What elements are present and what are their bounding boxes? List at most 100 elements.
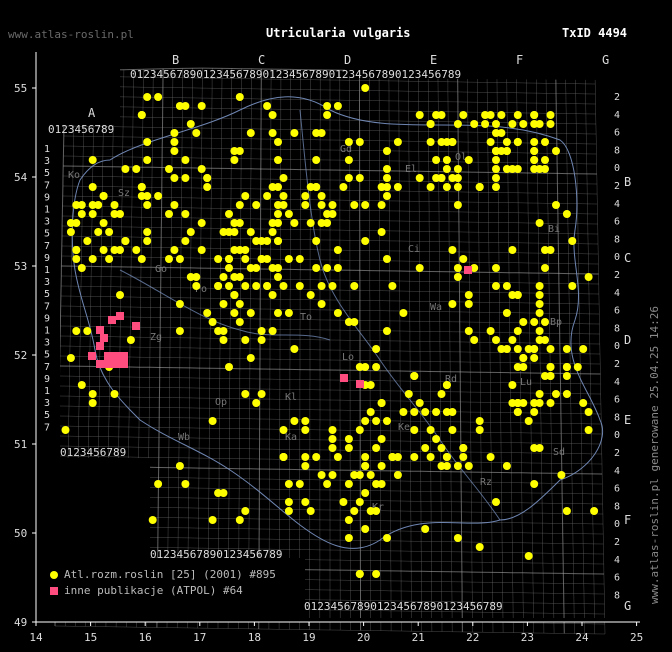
- record-dot: [372, 480, 381, 488]
- atpol-right-digit: 8: [614, 412, 620, 423]
- record-dot: [524, 345, 533, 353]
- record-dot: [77, 210, 86, 218]
- record-dot: [426, 183, 435, 191]
- record-dot: [530, 408, 539, 416]
- record-dot: [235, 318, 244, 326]
- record-dot: [295, 255, 304, 263]
- record-dot: [225, 255, 233, 263]
- record-dot: [530, 318, 539, 326]
- other-record-square: [112, 352, 120, 360]
- record-dot: [486, 453, 495, 461]
- record-dot: [377, 201, 386, 209]
- record-dot: [263, 102, 272, 110]
- record-dot: [388, 282, 397, 290]
- record-dot: [165, 210, 173, 218]
- record-dot: [72, 255, 81, 263]
- record-dot: [350, 282, 359, 290]
- record-dot: [530, 111, 539, 119]
- other-record-square: [120, 360, 128, 368]
- x-tick-label: 25: [630, 631, 643, 644]
- record-dot: [99, 246, 108, 254]
- atpol-right-digit: 8: [614, 145, 620, 156]
- record-dot: [241, 255, 250, 263]
- grid-line: [57, 455, 603, 465]
- record-dot: [252, 399, 261, 407]
- record-dot: [355, 363, 364, 371]
- record-dot: [535, 282, 544, 290]
- atpol-top-letter: E: [430, 53, 437, 67]
- record-dot: [492, 120, 500, 128]
- region-label: Wa: [430, 302, 442, 313]
- record-dot: [535, 300, 544, 308]
- record-dot: [453, 165, 462, 173]
- record-dot: [355, 174, 364, 182]
- region-label: El: [405, 164, 417, 175]
- record-dot: [562, 363, 571, 371]
- grid-line: [62, 185, 598, 195]
- record-dot: [284, 498, 293, 506]
- legend: Atl.rozm.roslin [25] (2001) #895 inne pu…: [50, 567, 276, 599]
- record-dot: [306, 219, 315, 227]
- record-dot: [448, 300, 457, 308]
- atpol-left-digit: 1: [44, 265, 50, 276]
- record-dot: [415, 264, 424, 272]
- record-dot: [426, 426, 435, 434]
- x-tick-label: 24: [575, 631, 589, 644]
- record-dot: [279, 426, 288, 434]
- other-record-square: [464, 266, 472, 274]
- site-url[interactable]: www.atlas-roslin.pl: [8, 28, 134, 41]
- legend-label-atlas: Atl.rozm.roslin [25] (2001) #895: [64, 568, 276, 581]
- record-dot: [383, 417, 391, 425]
- grid-mask: [36, 52, 640, 622]
- record-dot: [508, 336, 517, 344]
- record-dot: [562, 372, 571, 380]
- region-label: Ci: [408, 244, 420, 255]
- record-dot: [513, 345, 522, 353]
- record-dot: [312, 129, 321, 137]
- record-dot: [492, 183, 500, 191]
- atpol-right-digit: 6: [614, 573, 620, 584]
- grid-line: [62, 225, 598, 235]
- record-dot: [519, 318, 528, 326]
- record-dot: [170, 246, 179, 254]
- record-dot: [513, 165, 522, 173]
- record-dot: [252, 282, 261, 290]
- atpol-right-digit: 6: [614, 306, 620, 317]
- atpol-right-digit: 6: [614, 128, 620, 139]
- atpol-right-digit: 6: [614, 217, 620, 228]
- record-dot: [415, 111, 424, 119]
- record-dot: [83, 327, 92, 335]
- record-dot: [290, 129, 299, 137]
- atpol-right-digit: 6: [614, 395, 620, 406]
- record-dot: [94, 228, 103, 236]
- atpol-right-digit: 4: [614, 555, 620, 566]
- record-dot: [383, 147, 391, 155]
- atpol-left-digit: 3: [44, 338, 50, 349]
- record-dot: [497, 345, 506, 353]
- record-dot: [235, 201, 244, 209]
- y-tick-label: 51: [14, 438, 27, 451]
- record-dot: [530, 147, 539, 155]
- record-dot: [541, 318, 549, 326]
- record-dot: [181, 237, 190, 245]
- record-dot: [246, 228, 255, 236]
- x-tick-label: 14: [29, 631, 43, 644]
- record-dot: [279, 192, 288, 200]
- record-dot: [393, 138, 402, 146]
- record-dot: [88, 201, 97, 209]
- record-dot: [333, 246, 342, 254]
- record-dot: [372, 507, 381, 515]
- atpol-left-digit: 1: [44, 144, 50, 155]
- record-dot: [361, 417, 370, 425]
- record-dot: [546, 120, 555, 128]
- record-dot: [268, 291, 277, 299]
- atpol-right-digit: 0: [614, 252, 620, 263]
- y-tick-label: 53: [14, 260, 27, 273]
- yellow-circle-icon: [50, 571, 58, 579]
- record-dot: [235, 300, 244, 308]
- record-dot: [235, 93, 244, 101]
- record-dot: [143, 156, 152, 164]
- record-dot: [442, 156, 451, 164]
- record-dot: [448, 174, 457, 182]
